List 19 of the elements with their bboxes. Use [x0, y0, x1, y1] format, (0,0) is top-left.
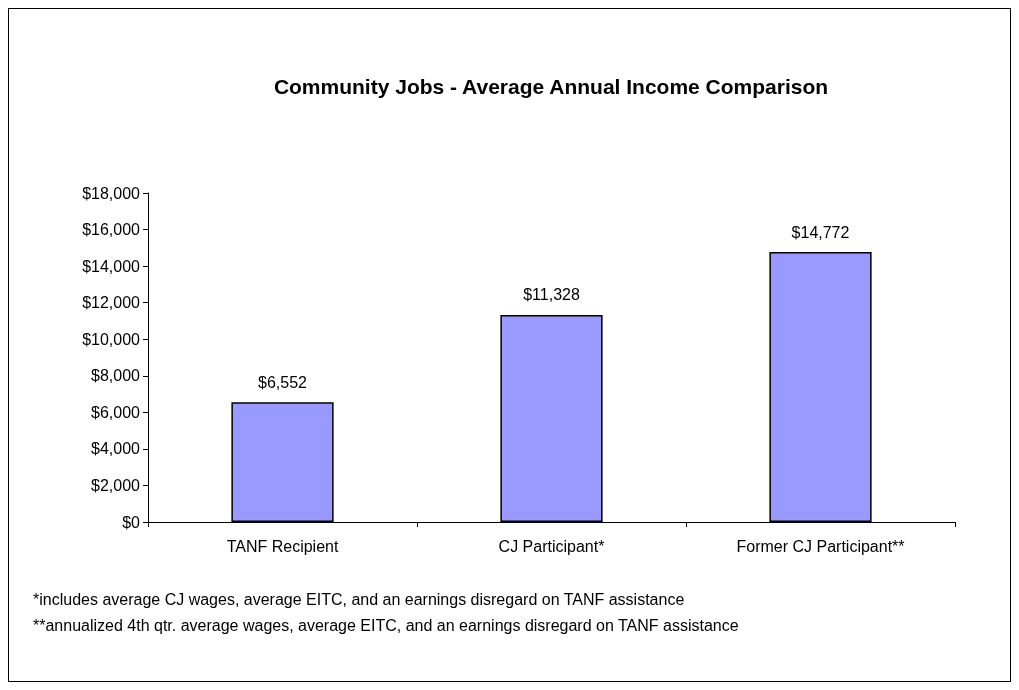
x-tick-label: Former CJ Participant** — [736, 537, 905, 555]
chart-title: Community Jobs - Average Annual Income Comparison — [273, 75, 829, 98]
y-tick-label: $10,000 — [82, 330, 141, 348]
y-tick-label: $18,000 — [82, 184, 141, 202]
text: **annualized 4th qtr. average wages, average EITC, and an earnings disregard on TANF assistance — [33, 616, 739, 634]
x-tick-label: TANF Recipient — [226, 537, 339, 555]
y-tick-label: $14,000 — [82, 257, 141, 275]
y-tick-label: $6,000 — [91, 403, 141, 421]
y-tick-label: $2,000 — [91, 476, 141, 494]
data-label: $6,552 — [258, 373, 308, 391]
data-label: $14,772 — [791, 223, 850, 241]
y-tick-label: $16,000 — [82, 221, 141, 239]
text: *includes average CJ wages, average EITC, and an earnings disregard on TANF assistance — [33, 590, 685, 608]
y-tick-label: $4,000 — [91, 440, 141, 458]
x-tick-label: CJ Participant* — [498, 537, 605, 555]
data-label: $11,328 — [523, 286, 580, 304]
y-tick-label: $12,000 — [82, 294, 141, 312]
y-tick-label: $0 — [122, 513, 141, 531]
y-tick-label: $8,000 — [91, 367, 141, 385]
